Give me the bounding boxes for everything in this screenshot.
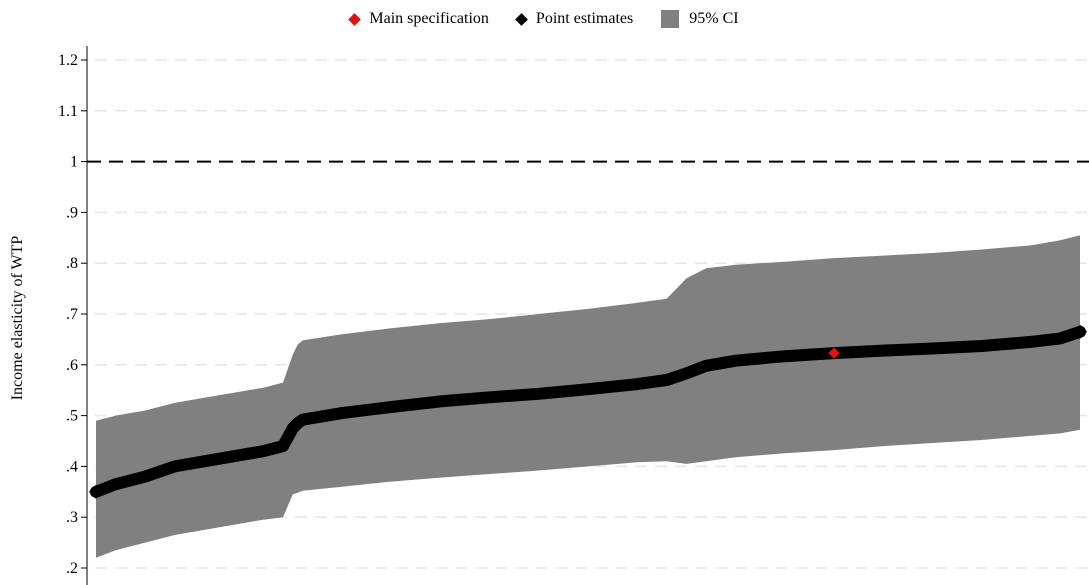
y-tick-label: .9 <box>66 204 78 221</box>
y-tick-label: 1.2 <box>58 52 78 69</box>
main-spec-layer <box>828 347 840 359</box>
y-axis-title: Income elasticity of WTP <box>9 235 26 401</box>
gray-square-icon <box>661 10 680 28</box>
legend-point-estimates: Point estimates <box>515 10 634 28</box>
y-tick-label: 1.1 <box>58 103 78 120</box>
legend-main-specification: Main specification <box>348 10 489 28</box>
legend-label-point-estimates: Point estimates <box>535 10 634 27</box>
red-diamond-icon <box>348 12 362 26</box>
y-tick-label: .6 <box>66 357 78 374</box>
legend: Main specification Point estimates 95% C… <box>0 6 1089 32</box>
point-estimate-marker <box>1072 324 1088 339</box>
legend-ci: 95% CI <box>661 10 739 28</box>
ci-band <box>96 235 1080 558</box>
y-tick-label: .3 <box>66 509 78 526</box>
y-tick-label: .8 <box>66 255 78 272</box>
point-estimate-marker <box>88 484 104 499</box>
legend-label-main-specification: Main specification <box>369 10 489 27</box>
y-tick-label: 1 <box>70 154 78 171</box>
main-specification-marker <box>828 347 840 359</box>
y-axis: .2 .3 .4 .5 .6 .7 .8 .9 1 1.1 1.2 <box>58 46 88 585</box>
point-estimates-layer <box>88 324 1088 499</box>
black-diamond-icon <box>515 12 528 26</box>
legend-label-ci: 95% CI <box>689 10 739 27</box>
ci-band-layer <box>96 235 1080 558</box>
y-tick-label: .5 <box>66 408 78 425</box>
y-tick-label: .7 <box>66 306 78 323</box>
point-estimates-line <box>90 325 1086 498</box>
y-tick-label: .4 <box>66 458 78 475</box>
y-tick-label: .2 <box>66 560 78 577</box>
